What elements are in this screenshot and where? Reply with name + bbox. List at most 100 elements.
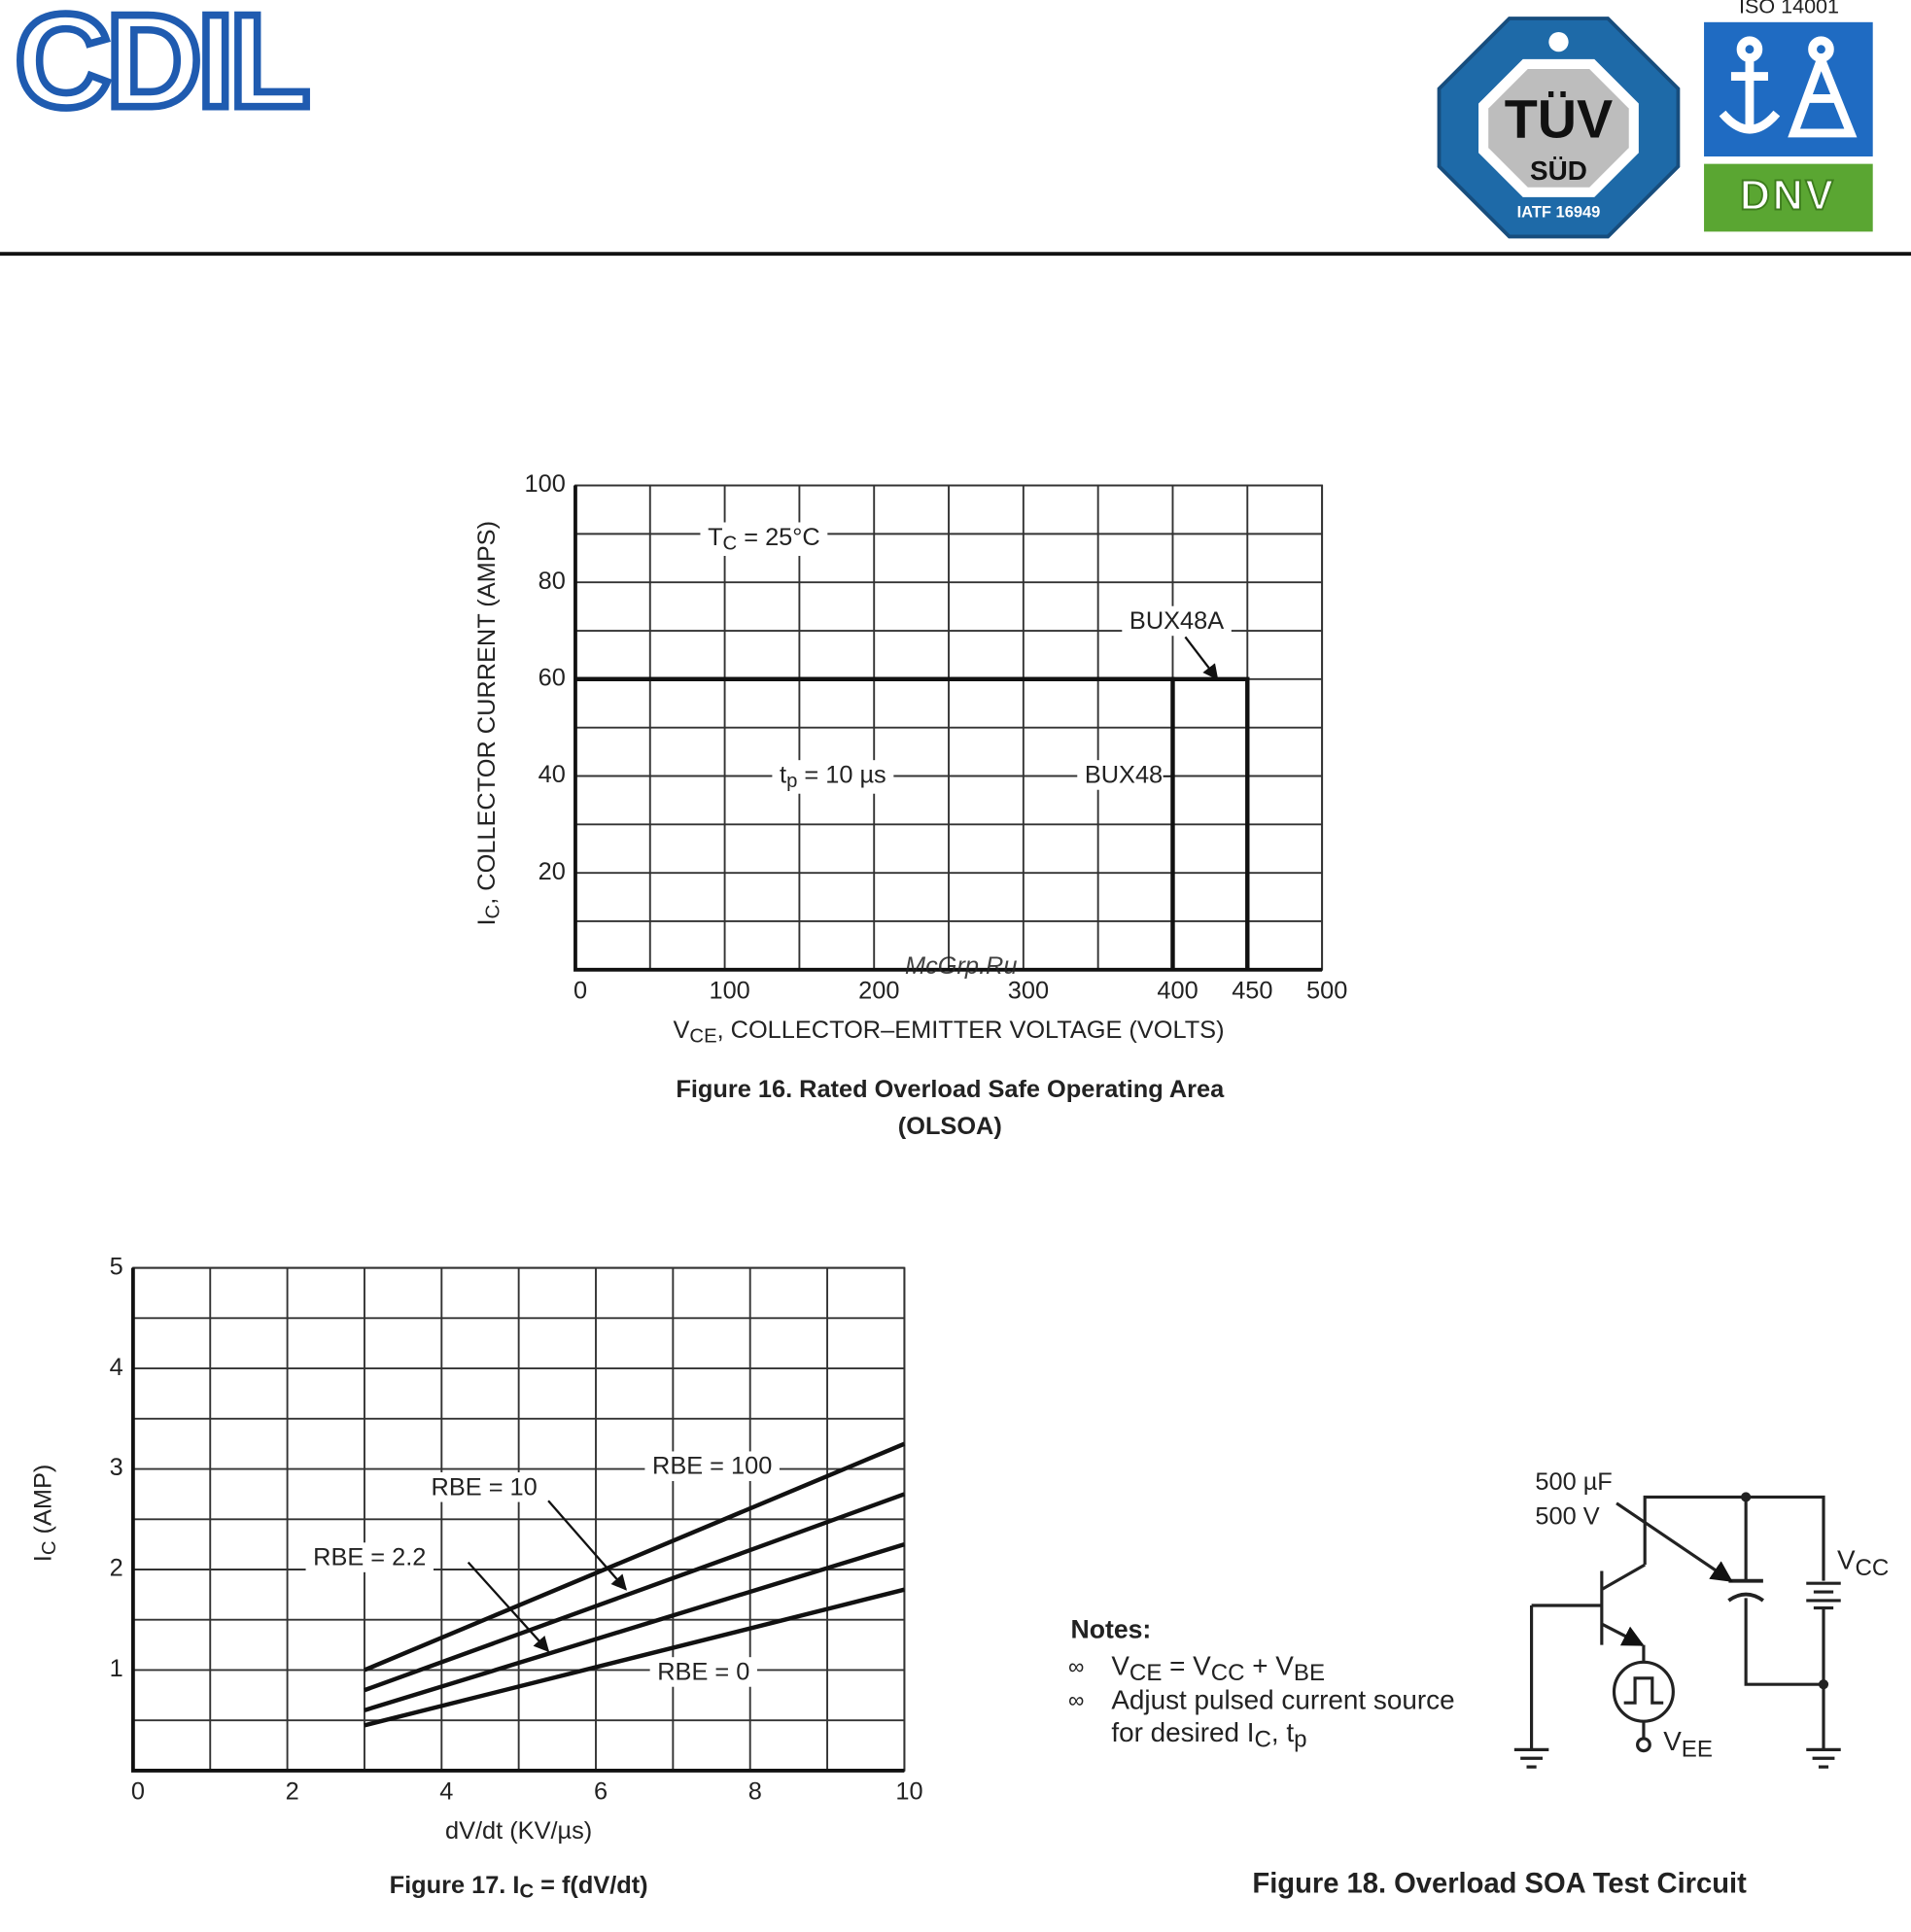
- note-sub: CE: [1129, 1660, 1162, 1686]
- y-tick-label: 4: [110, 1354, 123, 1381]
- tuv-badge: TÜV SÜD IATF 16949: [1437, 17, 1681, 239]
- figure-title: (OLSOA): [898, 1113, 1002, 1140]
- series-line: [364, 1542, 906, 1712]
- series-line: [574, 676, 1250, 970]
- label-sub: CC: [1856, 1556, 1890, 1582]
- series-label: RBE = 2.2: [313, 1544, 426, 1571]
- y-tick-label: 100: [525, 470, 566, 498]
- dnv-box: [1704, 163, 1873, 232]
- y-tick-label: 20: [539, 858, 566, 885]
- label-arrow: [1184, 636, 1219, 680]
- test-circuit: [1513, 1492, 1841, 1769]
- y-axis-label-part: I: [473, 918, 501, 925]
- figure-title: Figure 17. IC = f(dV/dt): [390, 1872, 648, 1903]
- x-tick-label: 2: [286, 1777, 299, 1805]
- y-axis-label-part: (AMP): [29, 1465, 56, 1541]
- x-axis-label-part: V: [674, 1017, 690, 1044]
- series-label: BUX48A: [1129, 607, 1224, 635]
- label-arrow: [547, 1500, 627, 1591]
- label-part: V: [1837, 1545, 1856, 1575]
- note-item: VCE = VCC + VBE: [1111, 1651, 1325, 1686]
- annotation: TC = 25°C: [708, 524, 820, 555]
- x-tick-label: 300: [1008, 977, 1049, 1004]
- y-tick-label: 5: [110, 1253, 123, 1280]
- note-part: , t: [1271, 1718, 1294, 1748]
- axis-line: [573, 485, 1323, 972]
- label-backdrop: [1122, 605, 1232, 637]
- x-axis-label-sub: CE: [689, 1026, 716, 1048]
- note-item: Adjust pulsed current source: [1111, 1684, 1454, 1714]
- cap-label: 500 µF: [1535, 1468, 1612, 1496]
- x-tick-label: 0: [573, 977, 587, 1004]
- figure-title-part: = f(dV/dt): [534, 1872, 648, 1899]
- note-sub: CC: [1211, 1660, 1245, 1686]
- y-tick-label: 80: [539, 568, 566, 595]
- x-tick-label: 500: [1306, 977, 1347, 1004]
- x-tick-label: 10: [895, 1777, 922, 1805]
- note-sub: BE: [1294, 1660, 1325, 1686]
- y-tick-label: 2: [110, 1555, 123, 1582]
- x-tick-label: 450: [1232, 977, 1272, 1004]
- watermark: McGrp.Ru: [905, 952, 1017, 980]
- note-sub: C: [1255, 1727, 1271, 1753]
- annotation-part: = 25°C: [737, 524, 820, 551]
- y-tick-label: 3: [110, 1454, 123, 1481]
- x-axis-label: dV/dt (KV/µs): [445, 1817, 592, 1845]
- y-axis-label: IC (AMP): [29, 1465, 60, 1563]
- figure-title: Figure 16. Rated Overload Safe Operating…: [676, 1076, 1225, 1103]
- figure-title: Figure 18. Overload SOA Test Circuit: [1252, 1869, 1747, 1900]
- label-backdrop: [1077, 760, 1170, 790]
- label-sub: EE: [1682, 1737, 1713, 1763]
- iso-label: ISO 14001: [1739, 0, 1839, 17]
- annotation-sub: C: [723, 534, 738, 555]
- x-tick-label: 4: [439, 1777, 453, 1805]
- y-tick-label: 1: [110, 1655, 123, 1682]
- bullet: ∞: [1068, 1687, 1084, 1712]
- y-axis-label-part: I: [29, 1555, 56, 1562]
- label-backdrop: [644, 1451, 780, 1481]
- label-backdrop: [772, 760, 894, 794]
- note-part: + V: [1245, 1651, 1295, 1681]
- vee-label: VEE: [1663, 1726, 1713, 1763]
- annotation: tp = 10 µs: [780, 761, 886, 792]
- badge-bottom: SÜD: [1530, 155, 1587, 186]
- x-tick-label: 100: [710, 977, 750, 1004]
- y-tick-label: 40: [539, 761, 566, 788]
- y-axis-label-sub: C: [483, 905, 504, 919]
- x-tick-label: 8: [748, 1777, 762, 1805]
- series-line: [364, 1587, 905, 1728]
- x-tick-label: 0: [131, 1777, 145, 1805]
- note-sub: p: [1294, 1727, 1306, 1753]
- note-part: = V: [1162, 1651, 1211, 1681]
- figure-title-part: Figure 17. I: [390, 1872, 520, 1899]
- vcc-label: VCC: [1837, 1545, 1889, 1582]
- y-tick-label: 60: [539, 665, 566, 692]
- label-arrow: [467, 1561, 550, 1653]
- series-label: BUX48: [1085, 761, 1163, 788]
- label-part: V: [1663, 1726, 1682, 1756]
- dnv-label: DNV: [1740, 173, 1836, 220]
- axis-line: [130, 1267, 905, 1773]
- label-backdrop: [700, 522, 828, 557]
- label-backdrop: [305, 1542, 434, 1572]
- x-axis-label: VCE, COLLECTOR–EMITTER VOLTAGE (VOLTS): [674, 1017, 1225, 1048]
- annotation-part: t: [780, 761, 786, 788]
- cap-label: 500 V: [1535, 1503, 1599, 1531]
- annotation-sub: p: [786, 771, 797, 792]
- logo: CDIL: [15, 0, 307, 136]
- annotation-part: = 10 µs: [797, 761, 886, 788]
- y-axis-label-sub: C: [39, 1541, 60, 1556]
- x-tick-label: 6: [594, 1777, 608, 1805]
- series-label: RBE = 0: [657, 1658, 749, 1685]
- series-line: [364, 1441, 906, 1673]
- note-part: V: [1111, 1651, 1129, 1681]
- x-tick-label: 200: [858, 977, 899, 1004]
- label-backdrop: [649, 1657, 757, 1687]
- annotation-part: T: [708, 524, 722, 551]
- badge-cert: IATF 16949: [1517, 204, 1601, 222]
- figure-title-sub: C: [519, 1881, 534, 1903]
- x-axis-label-part: , COLLECTOR–EMITTER VOLTAGE (VOLTS): [717, 1017, 1225, 1044]
- y-axis-label-part: , COLLECTOR CURRENT (AMPS): [473, 521, 501, 905]
